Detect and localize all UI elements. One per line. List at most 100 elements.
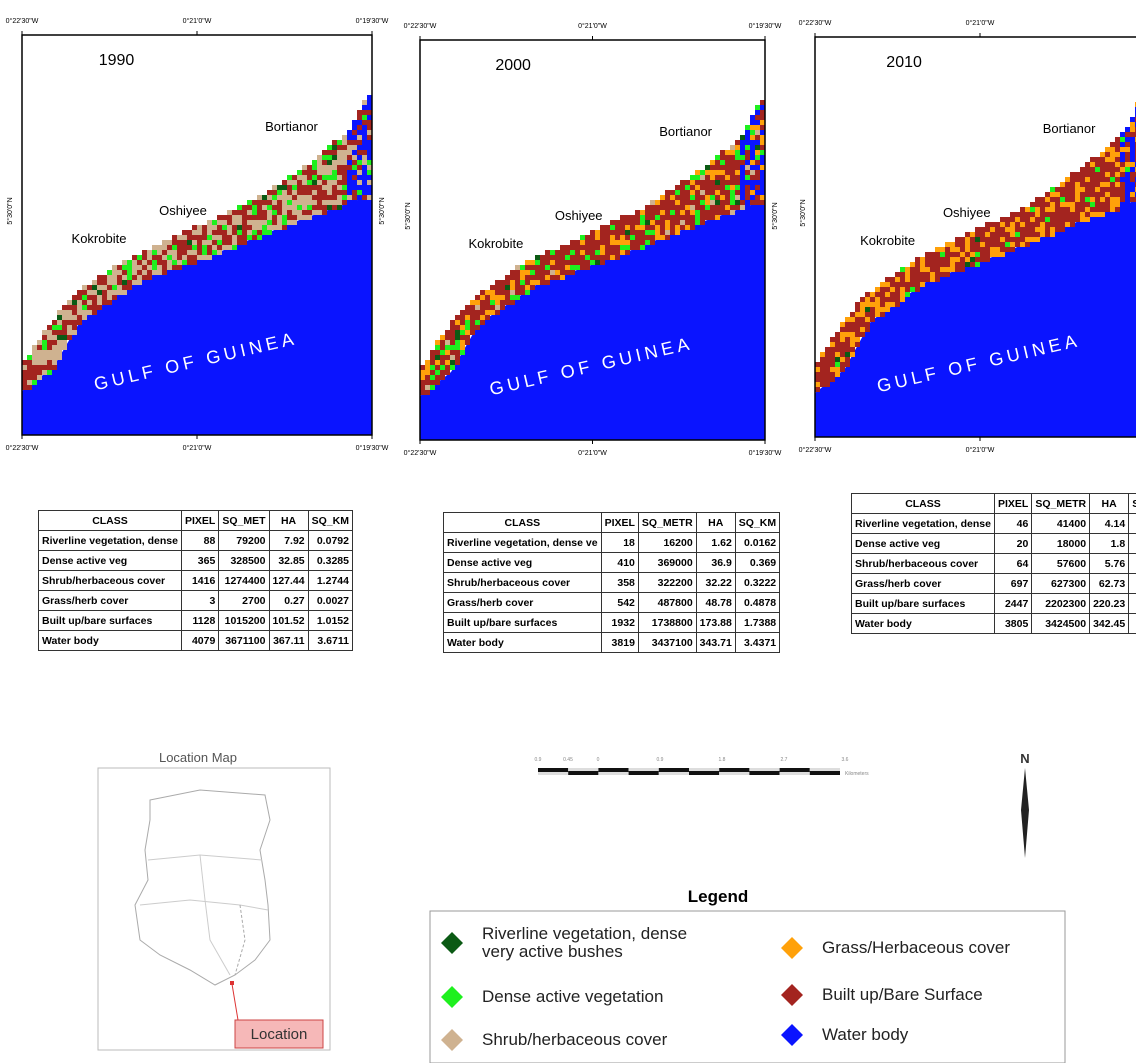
land-cell — [227, 240, 232, 245]
land-cell — [865, 292, 870, 297]
land-cell — [755, 120, 760, 125]
land-cell — [725, 185, 730, 190]
land-cell — [362, 100, 367, 105]
land-cell — [900, 272, 905, 277]
land-cell — [925, 267, 930, 272]
land-cell — [347, 160, 352, 165]
land-cell — [695, 200, 700, 205]
land-cell — [965, 247, 970, 252]
land-cell — [87, 285, 92, 290]
land-cell — [670, 190, 675, 195]
land-cell — [975, 262, 980, 267]
land-cell — [1115, 167, 1120, 172]
table-cell: 3819 — [600, 632, 639, 653]
land-cell — [970, 257, 975, 262]
land-cell — [650, 225, 655, 230]
land-cell — [485, 315, 490, 320]
land-cell — [900, 297, 905, 302]
land-cell — [52, 340, 57, 345]
land-cell — [710, 210, 715, 215]
land-cell — [845, 347, 850, 352]
table-cell: 3 — [180, 590, 220, 611]
land-cell — [470, 310, 475, 315]
table-cell: 1274400 — [218, 570, 270, 591]
land-cell — [317, 200, 322, 205]
land-cell — [950, 247, 955, 252]
land-cell — [895, 282, 900, 287]
land-cell — [312, 200, 317, 205]
land-cell — [855, 302, 860, 307]
land-cell — [710, 160, 715, 165]
land-cell — [1010, 237, 1015, 242]
land-cell — [585, 260, 590, 265]
land-cell — [730, 145, 735, 150]
land-cell — [870, 292, 875, 297]
land-cell — [720, 155, 725, 160]
land-cell — [302, 215, 307, 220]
land-cell — [307, 190, 312, 195]
land-cell — [1075, 177, 1080, 182]
land-cell — [57, 315, 62, 320]
land-cell — [440, 350, 445, 355]
land-cell — [815, 387, 820, 392]
land-cell — [1130, 127, 1135, 132]
land-cell — [740, 150, 745, 155]
land-cell — [242, 225, 247, 230]
land-cell — [1010, 212, 1015, 217]
land-cell — [610, 250, 615, 255]
land-cell — [915, 282, 920, 287]
land-cell — [67, 335, 72, 340]
land-cell — [107, 270, 112, 275]
land-cell — [287, 200, 292, 205]
land-cell — [72, 305, 77, 310]
land-cell — [730, 195, 735, 200]
land-cell — [242, 220, 247, 225]
land-cell — [367, 165, 372, 170]
land-cell — [450, 345, 455, 350]
land-cell — [605, 255, 610, 260]
land-cell — [870, 307, 875, 312]
land-cell — [550, 250, 555, 255]
land-cell — [1130, 177, 1135, 182]
land-cell — [945, 272, 950, 277]
land-cell — [202, 240, 207, 245]
land-cell — [720, 165, 725, 170]
land-cell — [745, 170, 750, 175]
land-cell — [1120, 132, 1125, 137]
land-cell — [1130, 137, 1135, 142]
land-cell — [835, 352, 840, 357]
land-cell — [545, 250, 550, 255]
land-cell — [152, 265, 157, 270]
land-cell — [745, 125, 750, 130]
land-cell — [825, 357, 830, 362]
land-cell — [1100, 167, 1105, 172]
land-cell — [700, 190, 705, 195]
land-cell — [302, 170, 307, 175]
table-cell: 57600 — [1031, 553, 1091, 574]
land-cell — [640, 240, 645, 245]
land-cell — [1105, 192, 1110, 197]
land-cell — [555, 250, 560, 255]
land-cell — [1120, 177, 1125, 182]
land-cell — [347, 135, 352, 140]
land-cell — [282, 185, 287, 190]
land-cell — [1085, 212, 1090, 217]
land-cell — [420, 375, 425, 380]
scale-segment — [568, 771, 599, 775]
land-cell — [960, 247, 965, 252]
table-row: Dense active veg 410 369000 36.9 0.369 — [443, 552, 781, 573]
land-cell — [445, 355, 450, 360]
land-cell — [1110, 152, 1115, 157]
land-cell — [460, 350, 465, 355]
land-cell — [715, 190, 720, 195]
land-cell — [585, 240, 590, 245]
land-cell — [152, 260, 157, 265]
land-cell — [515, 265, 520, 270]
land-cell — [277, 225, 282, 230]
land-cell — [680, 225, 685, 230]
land-cell — [640, 225, 645, 230]
land-cell — [685, 200, 690, 205]
land-cell — [1110, 202, 1115, 207]
land-cell — [282, 215, 287, 220]
land-cell — [735, 185, 740, 190]
